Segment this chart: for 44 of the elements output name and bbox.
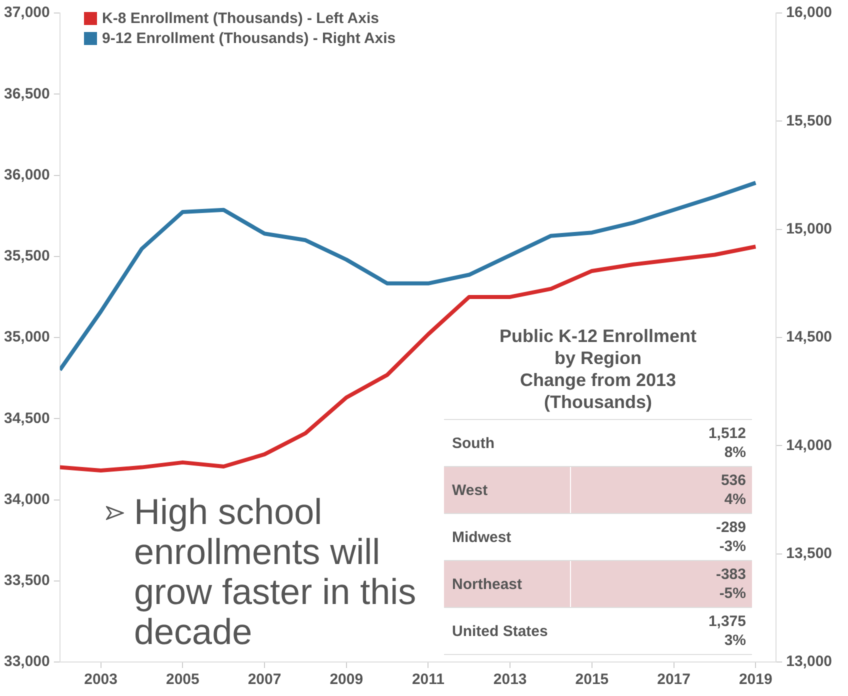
x-tick-label: 2013 — [493, 671, 527, 688]
category-label: Northeast — [444, 561, 571, 607]
category-label: West — [444, 467, 571, 513]
y-tick-label: 37,000 — [4, 4, 50, 22]
legend-label: K-8 Enrollment (Thousands) - Left Axis — [102, 10, 379, 27]
category-label: South — [444, 420, 571, 466]
y-tick-label: 34,500 — [4, 410, 50, 427]
y2-tick-label: 14,500 — [786, 328, 832, 346]
y-tick-label: 35,000 — [4, 328, 50, 346]
x-tick-label: 2011 — [412, 671, 445, 688]
y2-tick-label: 13,500 — [786, 544, 832, 562]
data-label: 8% — [723, 443, 746, 462]
y-tick-label: 36,000 — [4, 166, 50, 184]
y2-tick-label: 16,000 — [786, 4, 832, 22]
data-label: -5% — [718, 584, 746, 603]
y-tick-label: 36,500 — [4, 85, 50, 102]
x-tick-label: 2007 — [248, 671, 282, 688]
x-tick-label: 2005 — [166, 671, 200, 688]
y-tick-label: 35,500 — [4, 248, 50, 265]
category-label: Midwest — [444, 514, 571, 560]
y2-tick-label: 13,000 — [786, 653, 832, 670]
data-label: 1,375 — [707, 612, 746, 631]
text: Public K-12 Enrollment by Region Change from 2013 (Thousands) — [498, 325, 698, 413]
data-label: -289 — [714, 518, 746, 537]
x-tick-label: 2015 — [575, 671, 609, 688]
data-label: 536 — [720, 471, 746, 490]
y2-tick-label: 15,500 — [786, 112, 832, 130]
data-label: 3% — [723, 631, 746, 650]
y-tick-label: 33,500 — [4, 572, 50, 590]
data-label: -383 — [714, 565, 746, 584]
data-label: 4% — [723, 490, 746, 509]
category-label: United States — [444, 608, 571, 654]
y2-tick-label: 15,000 — [786, 220, 832, 238]
y2-tick-label: 14,000 — [786, 436, 832, 454]
data-label: -3% — [718, 537, 746, 556]
x-tick-label: 2003 — [84, 671, 118, 688]
annotation: High school enrollments will grow faster in this decade — [134, 491, 418, 652]
x-tick-label: 2019 — [738, 671, 772, 688]
x-tick-label: 2009 — [330, 671, 364, 688]
x-tick-label: 2017 — [657, 671, 690, 688]
data-label: 1,512 — [707, 424, 746, 443]
y-tick-label: 33,000 — [4, 653, 50, 670]
y-tick-label: 34,000 — [4, 490, 50, 508]
legend-label: 9-12 Enrollment (Thousands) - Right Axis — [102, 30, 396, 47]
